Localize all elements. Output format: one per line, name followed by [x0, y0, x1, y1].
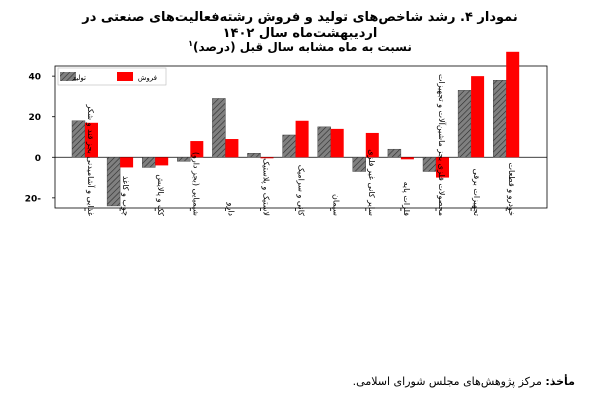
bar-sales	[295, 120, 309, 158]
bar-production	[387, 148, 402, 158]
legend-swatch-sales	[117, 72, 133, 81]
bar-sales	[400, 157, 414, 160]
subtitle-text: نسبت به ماه مشابه سال قبل (درصد)	[193, 40, 412, 54]
x-tick-label: محصولات فلزی بجز ماشین‌آلات و تجهیزات	[437, 74, 447, 216]
bar-sales	[506, 51, 520, 158]
bar-production	[493, 79, 507, 158]
x-tick-label: چوب و کاغذ	[121, 176, 130, 216]
x-tick-label: شیمیایی (بجز دارو)	[191, 152, 200, 216]
bar-production	[422, 157, 437, 172]
x-tick-label: کک و پالایش	[156, 174, 165, 216]
bar-sales	[120, 157, 134, 168]
legend-label-sales: فروش	[138, 74, 157, 82]
y-tick-label: 20	[28, 113, 41, 123]
y-axis: 40 20 0 20-	[25, 73, 55, 204]
bar-sales	[190, 141, 204, 158]
bar-production	[106, 157, 121, 207]
bar-sales	[260, 157, 274, 159]
x-tick-label: تجهیزات برقی	[472, 169, 481, 216]
bar-sales	[436, 157, 449, 178]
bar-sales	[330, 128, 344, 158]
bar-sales	[85, 122, 98, 158]
x-tick-label: دارو	[226, 201, 235, 216]
x-tick-label: سیمان	[332, 194, 341, 216]
bar-production	[71, 120, 86, 158]
bar-production	[282, 134, 296, 158]
x-tick-label: خودرو و قطعات	[507, 162, 516, 216]
x-tick-label: فلزات پایه	[402, 182, 411, 217]
bar-sales	[225, 139, 239, 158]
chart-subtitle: نسبت به ماه مشابه سال قبل (درصد)۱	[40, 36, 560, 55]
x-axis-labels: غذایی و آشامیدنی بجز قند و شکر چوب و کاغذ…	[84, 74, 516, 217]
legend-label-production: تولید	[73, 74, 87, 82]
x-tick-label: غذایی و آشامیدنی بجز قند و شکر	[86, 104, 96, 216]
bar-sales	[155, 157, 169, 166]
bar-production	[177, 157, 191, 162]
legend: تولید فروش	[57, 67, 167, 86]
bar-production	[317, 126, 331, 158]
chart-title: نمودار ۴. رشد شاخص‌های تولید و فروش رشته…	[82, 10, 518, 41]
x-tick-label: سایر کانی غیر فلزی	[367, 149, 376, 216]
bar-production	[247, 153, 261, 158]
footnote-mark: ۱	[188, 39, 193, 48]
legend-box	[57, 67, 167, 86]
bars-group	[71, 51, 520, 207]
y-tick-label: 0	[35, 154, 41, 164]
bar-production	[141, 157, 156, 168]
bar-sales	[471, 76, 485, 158]
plot-frame	[54, 65, 548, 209]
x-tick-label: کانی و سرامیک	[297, 165, 306, 216]
y-tick-label: 20-	[25, 194, 42, 204]
y-tick-label: 40	[28, 73, 41, 83]
bar-production	[212, 98, 226, 158]
source-label: مأخذ:	[545, 375, 575, 388]
source-text: مرکز پژوهش‌های مجلس شورای اسلامی.	[352, 375, 546, 388]
bar-production	[457, 90, 472, 158]
legend-swatch-production	[60, 72, 76, 81]
bar-production	[352, 157, 366, 172]
source-note: مأخذ: مرکز پژوهش‌های مجلس شورای اسلامی.	[353, 375, 575, 388]
bar-sales	[365, 132, 379, 158]
x-tick-label: لاستیک و پلاستیک	[262, 158, 271, 216]
